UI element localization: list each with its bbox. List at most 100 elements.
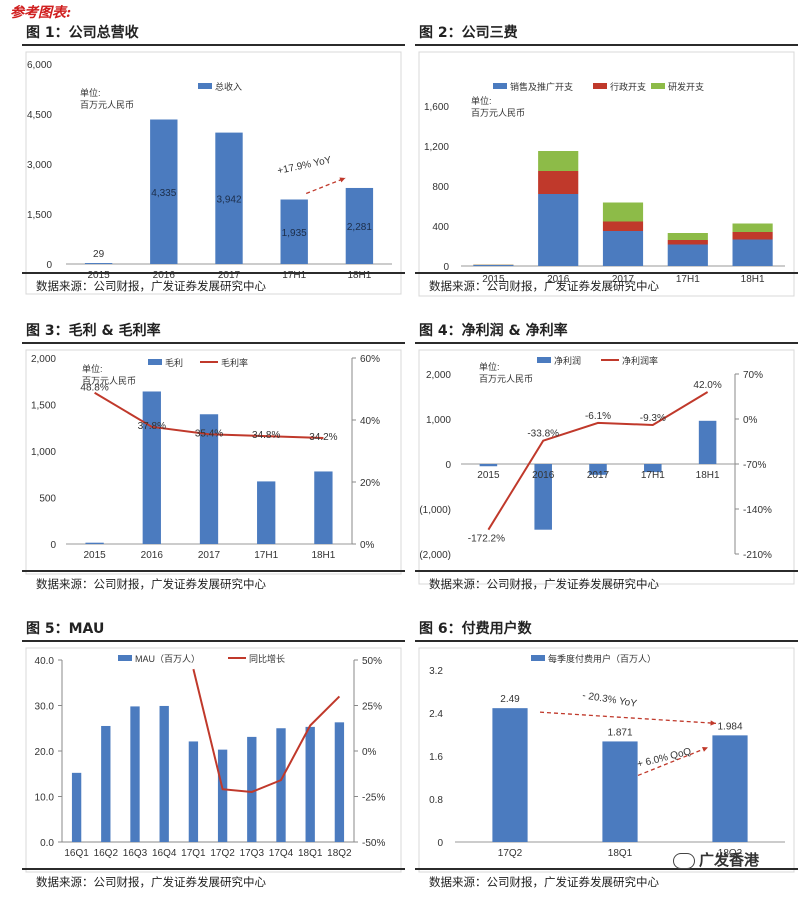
yoy-arrow-head: [339, 177, 346, 183]
wechat-icon: [673, 852, 695, 869]
y-tick-label: 0.0: [40, 838, 54, 849]
y-tick-label: 0.8: [429, 795, 443, 806]
bottom-rule: [415, 868, 798, 870]
bar: [84, 263, 113, 264]
bar: [712, 735, 748, 842]
y2-tick-label: 0%: [360, 540, 375, 551]
bottom-rule: [22, 272, 405, 274]
legend-label: 毛利率: [221, 357, 248, 368]
y-tick-label: 800: [432, 182, 449, 193]
watermark: 广发香港: [673, 849, 759, 870]
line-data-label: -172.2%: [468, 534, 505, 545]
x-tick-label: 17H1: [282, 270, 306, 281]
y-tick-label: 6,000: [27, 60, 52, 71]
x-tick-label: 18H1: [741, 274, 765, 285]
unit-label: 百万元人民币: [80, 100, 134, 110]
y-tick-label: 1.6: [429, 752, 443, 763]
plot-frame: [418, 349, 795, 585]
legend-label: MAU（百万人）: [135, 654, 200, 664]
bar: [150, 119, 178, 264]
x-tick-label: 18H1: [696, 470, 720, 481]
x-tick-label: 17Q2: [210, 848, 235, 859]
y2-tick-label: 60%: [360, 354, 380, 365]
y-tick-label: 10.0: [35, 793, 55, 804]
y2-tick-label: -210%: [743, 550, 772, 561]
unit-label: 单位:: [82, 363, 103, 374]
unit-label: 百万元人民币: [82, 376, 136, 386]
unit-label: 单位:: [479, 361, 500, 372]
x-tick-label: 2015: [83, 550, 106, 561]
x-tick-label: 2015: [477, 470, 500, 481]
y2-tick-label: -25%: [362, 793, 385, 804]
legend-swatch: [148, 359, 162, 365]
plot-frame: [25, 349, 402, 575]
legend-label: 总收入: [215, 81, 242, 92]
bar: [314, 471, 333, 544]
legend-label: 每季度付费用户（百万人）: [548, 653, 656, 664]
line-data-label: 48.8%: [80, 383, 108, 394]
source-note: 数据来源：公司财报，广发证券发展研究中心: [36, 577, 266, 591]
yoy-arrow-head: [710, 720, 716, 726]
x-tick-label: 16Q4: [152, 848, 177, 859]
x-tick-label: 18Q1: [608, 848, 633, 859]
y-tick-label: 1,200: [424, 142, 449, 153]
data-label: 4,335: [151, 188, 176, 199]
y2-tick-label: -140%: [743, 505, 772, 516]
figure-title: 图 5：MAU: [26, 621, 105, 637]
y-tick-label: 1,000: [426, 415, 451, 426]
bar: [130, 706, 140, 842]
y2-tick-label: 40%: [360, 416, 380, 427]
y2-tick-label: 50%: [362, 656, 382, 667]
y-tick-label: 30.0: [35, 702, 55, 713]
title-rule: [415, 342, 798, 344]
y-tick-label: 1,600: [424, 102, 449, 113]
x-tick-label: 2017: [587, 470, 610, 481]
y-tick-label: 1,500: [27, 210, 52, 221]
x-tick-label: 18Q1: [298, 848, 323, 859]
x-tick-label: 2015: [87, 270, 110, 281]
bar: [101, 725, 111, 842]
line-data-label: -9.3%: [640, 413, 666, 424]
source-note: 数据来源：公司财报，广发证券发展研究中心: [429, 577, 659, 591]
bar: [199, 414, 219, 544]
stacked-bar-segment: [538, 194, 579, 266]
margin-line: [487, 391, 709, 531]
y-tick-label: 4,500: [27, 110, 52, 121]
legend-label: 销售及推广开支: [510, 81, 573, 92]
x-tick-label: 16Q3: [123, 848, 148, 859]
figure-panel-revenue: 图 1：公司总营收 0 1,500 3,000 4,500 6,000 29 4,335 3,…: [22, 22, 405, 302]
annotation-label: + 6.0% QoQ: [636, 746, 693, 770]
stacked-bar-segment: [732, 239, 773, 266]
plot-frame: [25, 647, 402, 873]
bar: [479, 464, 498, 467]
revenue-chart: 0 1,500 3,000 4,500 6,000 29 4,335 3,942 1,935 2,…: [25, 51, 402, 295]
x-tick-label: 17H1: [254, 550, 278, 561]
y-tick-label: 2,000: [426, 370, 451, 381]
bar: [644, 464, 662, 473]
figure-title: 图 4：净利润 & 净利率: [419, 323, 568, 339]
y-tick-label: 3,000: [27, 160, 52, 171]
data-label: 2.49: [500, 694, 520, 705]
source-note: 数据来源：公司财报，广发证券发展研究中心: [429, 279, 659, 293]
source-note: 数据来源：公司财报，广发证券发展研究中心: [36, 279, 266, 293]
bar: [257, 481, 276, 544]
figure-title: 图 1：公司总营收: [26, 25, 139, 41]
stacked-bar-segment: [538, 171, 579, 194]
bar: [534, 464, 552, 530]
line-data-label: 42.0%: [693, 380, 721, 391]
y-tick-label: 1,500: [31, 401, 56, 412]
bar: [280, 199, 308, 264]
legend-label: 同比增长: [249, 653, 285, 664]
x-tick-label: 18H1: [311, 550, 335, 561]
title-rule: [415, 640, 798, 642]
bar: [188, 741, 199, 842]
y-tick-label: 0: [443, 262, 449, 273]
title-rule: [22, 342, 405, 344]
bar: [334, 722, 345, 842]
figure-panel-gross-profit: 图 3：毛利 & 毛利率 0 500 1,000 1,500 2,000 0% 20% 40%…: [22, 320, 405, 600]
stacked-bar-segment: [667, 240, 708, 245]
y-tick-label: 500: [39, 494, 56, 505]
data-label: 2,281: [347, 222, 372, 233]
line-data-label: 34.2%: [309, 432, 337, 443]
y-tick-label: 400: [432, 222, 449, 233]
